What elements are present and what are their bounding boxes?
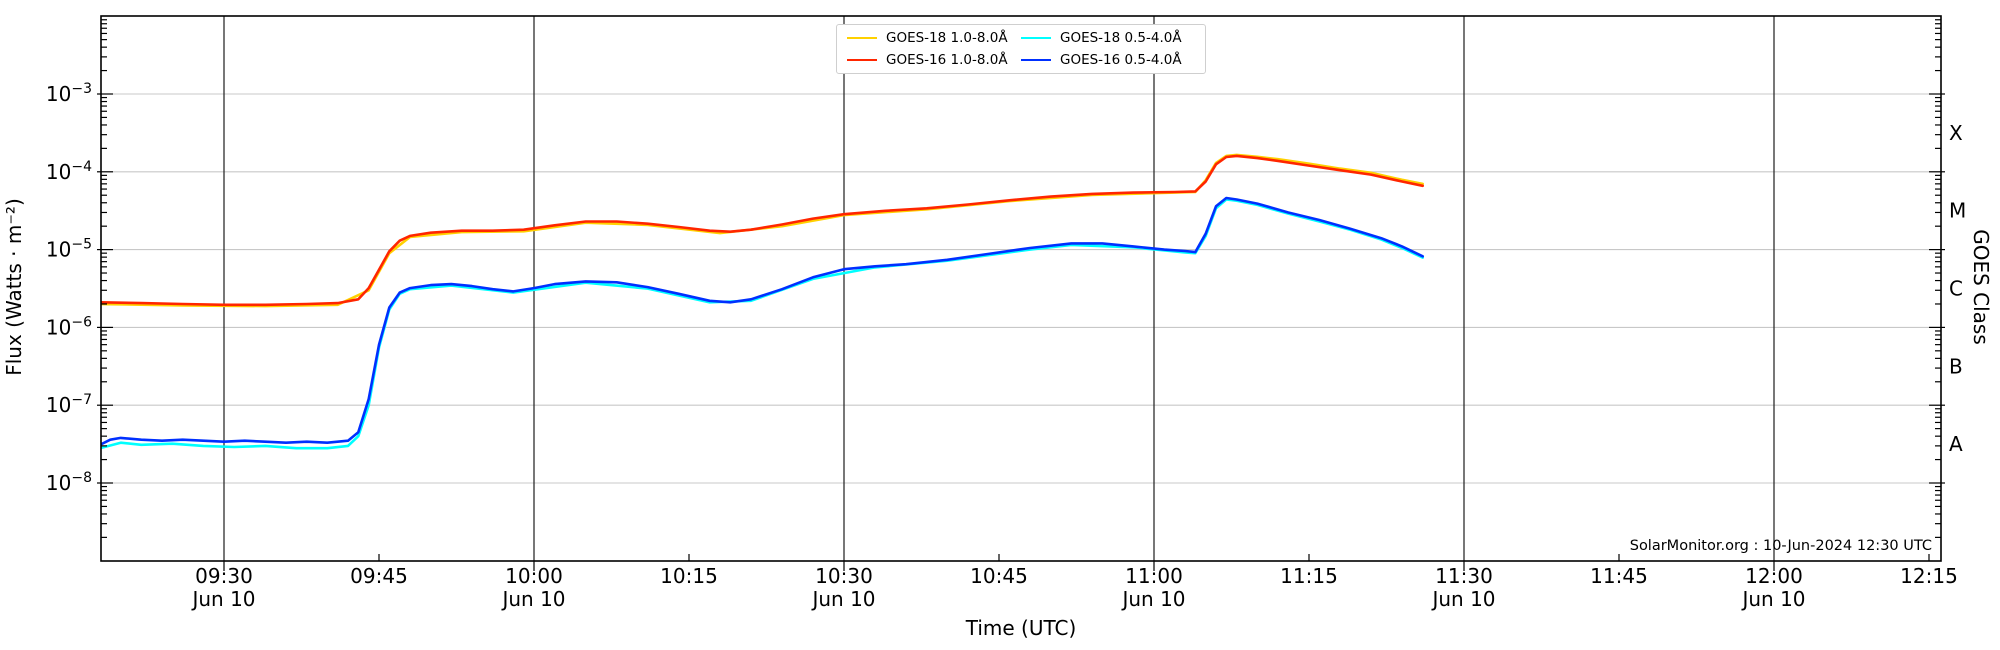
- plot-border: [100, 15, 1942, 562]
- x-tick-label: 11:45: [1590, 564, 1648, 588]
- y-tick-label: 10−8: [46, 470, 92, 495]
- y-tick-label: 10−3: [46, 81, 92, 106]
- x-tick-date-label: Jun 10: [1740, 587, 1805, 611]
- x-tick-label: 11:00: [1125, 564, 1183, 588]
- legend: GOES-18 1.0-8.0Å GOES-16 1.0-8.0Å GOES-1…: [836, 24, 1206, 74]
- series-lines: [101, 153, 1424, 450]
- x-tick-label: 11:30: [1435, 564, 1493, 588]
- x-tick-date-label: Jun 10: [500, 587, 565, 611]
- x-axis-label-time: Time (UTC): [965, 616, 1077, 640]
- legend-label: GOES-16 1.0-8.0Å: [886, 52, 1008, 68]
- legend-item-goes18-short: GOES-18 0.5-4.0Å: [1021, 30, 1195, 46]
- goes16-long-line-swatch: [847, 59, 877, 61]
- x-tick-label: 09:45: [350, 564, 408, 588]
- x-tick-date-label: Jun 10: [1120, 587, 1185, 611]
- horizontal-gridlines: [101, 93, 1941, 484]
- x-tick-label: 11:15: [1280, 564, 1338, 588]
- series-goes-16-0-5-4-0-: [101, 196, 1424, 446]
- x-tick-label: 12:00: [1745, 564, 1803, 588]
- x-tick-date-label: Jun 10: [190, 587, 255, 611]
- goes18-long-line-swatch: [847, 37, 877, 39]
- legend-label: GOES-18 0.5-4.0Å: [1060, 30, 1182, 46]
- series-goes-18-1-0-8-0-: [101, 153, 1424, 308]
- legend-item-goes16-short: GOES-16 0.5-4.0Å: [1021, 52, 1195, 68]
- goes-class-label-m: M: [1949, 199, 1966, 223]
- y-tick-label: 10−6: [46, 314, 92, 339]
- x-tick-label: 12:15: [1900, 564, 1958, 588]
- goes-class-label-b: B: [1949, 354, 1963, 378]
- axis-ticks: [97, 19, 1945, 571]
- legend-label: GOES-16 0.5-4.0Å: [1060, 52, 1182, 68]
- legend-item-goes16-long: GOES-16 1.0-8.0Å: [847, 52, 1021, 68]
- goes-class-label-a: A: [1949, 432, 1963, 456]
- goes-class-label-x: X: [1949, 121, 1963, 145]
- x-tick-date-label: Jun 10: [1430, 587, 1495, 611]
- legend-item-goes18-long: GOES-18 1.0-8.0Å: [847, 30, 1021, 46]
- x-tick-label: 10:15: [660, 564, 718, 588]
- goes-class-label-c: C: [1949, 277, 1963, 301]
- y-axis-label-flux: Flux (Watts · m⁻²): [2, 198, 26, 376]
- goes18-short-line-swatch: [1021, 37, 1051, 39]
- y-tick-label: 10−5: [46, 237, 92, 262]
- x-tick-label: 10:45: [970, 564, 1028, 588]
- x-tick-label: 10:30: [815, 564, 873, 588]
- y-tick-label: 10−4: [46, 159, 92, 184]
- solarmonitor-timestamp-note: SolarMonitor.org : 10-Jun-2024 12:30 UTC: [1629, 538, 1932, 554]
- goes16-short-line-swatch: [1021, 59, 1051, 61]
- y-tick-label: 10−7: [46, 392, 92, 417]
- goes-class-labels: X M C B A: [1949, 121, 1966, 456]
- legend-label: GOES-18 1.0-8.0Å: [886, 30, 1008, 46]
- vertical-gridlines: [223, 16, 1775, 561]
- x-tick-label: 10:00: [505, 564, 563, 588]
- series-goes-16-1-0-8-0-: [101, 154, 1424, 307]
- y-tick-labels: 10−3 10−4 10−5 10−6 10−7 10−8: [46, 81, 92, 495]
- y-axis-label-goes-class: GOES Class: [1969, 229, 1993, 345]
- x-tick-label: 09:30: [195, 564, 253, 588]
- series-goes-18-0-5-4-0-: [101, 198, 1424, 450]
- x-tick-date-label: Jun 10: [810, 587, 875, 611]
